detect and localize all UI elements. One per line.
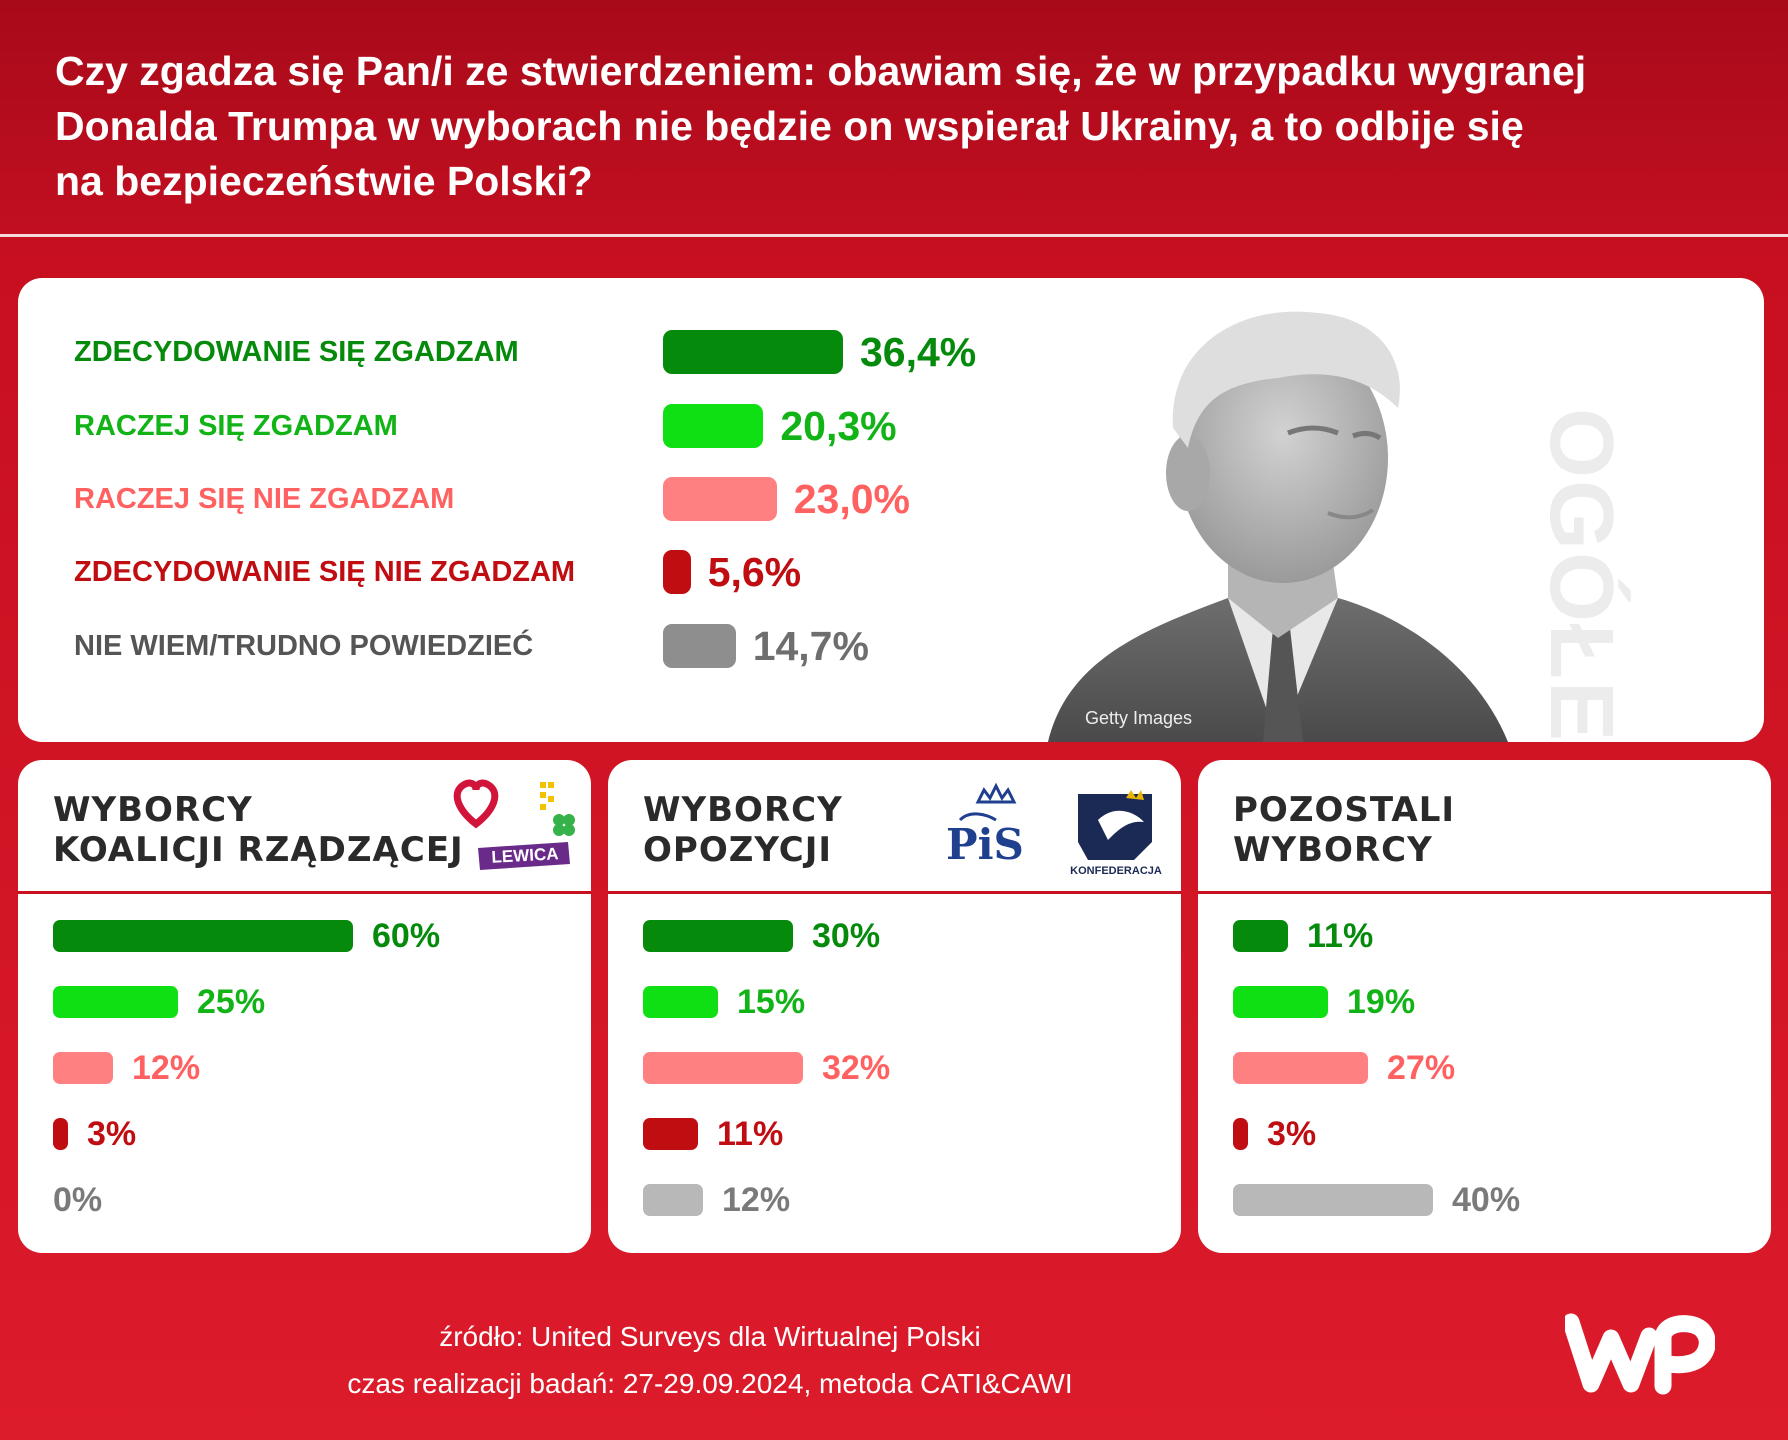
- panel-title-line-1: POZOSTALI: [1233, 790, 1456, 830]
- value-label: 40%: [1452, 1181, 1521, 1219]
- panel-title: POZOSTALI WYBORCY: [1233, 790, 1455, 870]
- bar: [663, 477, 777, 521]
- bar: [53, 1052, 113, 1084]
- bar: [663, 404, 764, 448]
- panel-divider: [1198, 891, 1771, 894]
- value-label: 3%: [87, 1115, 137, 1153]
- panel-koalicja: WYBORCY KOALICJI RZĄDZĄCEJ LEWICA 60% 25%…: [18, 760, 591, 1253]
- bar: [663, 624, 736, 668]
- overall-vertical-label: OGÓŁEM: [1531, 408, 1631, 742]
- bar: [1233, 920, 1288, 952]
- value-label: 3%: [1267, 1115, 1317, 1153]
- bar: [53, 1118, 68, 1150]
- panel-title-line-2: KOALICJI RZĄDZĄCEJ: [53, 830, 464, 870]
- bar: [1233, 1118, 1248, 1150]
- bar: [663, 550, 691, 594]
- panel-title-line-2: OPOZYCJI: [643, 830, 833, 870]
- opozycja-logos: PiS KONFEDERACJA: [938, 780, 1168, 885]
- value-label: 0%: [53, 1181, 103, 1219]
- bar: [643, 1184, 703, 1216]
- title-line-1: Czy zgadza się Pan/i ze stwierdzeniem: o…: [55, 48, 1587, 94]
- category-label: ZDECYDOWANIE SIĘ ZGADZAM: [74, 336, 519, 368]
- panel-opozycja: WYBORCY OPOZYCJI PiS KONFEDERACJA 30% 15%…: [608, 760, 1181, 1253]
- value-label: 23,0%: [793, 476, 910, 522]
- bar: [53, 986, 178, 1018]
- overall-panel: ZDECYDOWANIE SIĘ ZGADZAM 36,4% RACZEJ SIĘ …: [18, 278, 1764, 742]
- konfederacja-logo-text: KONFEDERACJA: [1070, 865, 1162, 877]
- value-label: 32%: [822, 1049, 891, 1087]
- value-label: 19%: [1347, 983, 1416, 1021]
- header: Czy zgadza się Pan/i ze stwierdzeniem: o…: [0, 0, 1788, 234]
- value-label: 27%: [1387, 1049, 1456, 1087]
- eagle-icon: [958, 782, 1152, 860]
- panel-title-line-1: WYBORCY: [53, 790, 253, 830]
- value-label: 60%: [372, 917, 441, 955]
- value-label: 25%: [197, 983, 266, 1021]
- category-label: NIE WIEM/TRUDNO POWIEDZIEĆ: [74, 630, 534, 662]
- value-label: 12%: [132, 1049, 201, 1087]
- bar: [663, 330, 843, 374]
- title-line-2: Donalda Trumpa w wyborach nie będzie on …: [55, 103, 1524, 149]
- bar: [643, 1118, 698, 1150]
- value-label: 20,3%: [780, 403, 897, 449]
- footer: źródło: United Surveys dla Wirtualnej Po…: [0, 1313, 1420, 1407]
- panel-title-line-2: WYBORCY: [1233, 830, 1433, 870]
- title-line-3: na bezpieczeństwie Polski?: [55, 158, 593, 204]
- category-label: RACZEJ SIĘ ZGADZAM: [74, 410, 398, 442]
- bar: [643, 986, 718, 1018]
- bar: [1233, 1052, 1368, 1084]
- portrait-image: [1048, 311, 1508, 742]
- bar: [53, 920, 353, 952]
- bar: [643, 920, 793, 952]
- value-label: 14,7%: [752, 623, 869, 669]
- bar: [1233, 986, 1328, 1018]
- bar: [643, 1052, 803, 1084]
- value-label: 5,6%: [707, 549, 802, 595]
- value-label: 30%: [812, 917, 881, 955]
- header-divider: [0, 234, 1788, 237]
- page-title: Czy zgadza się Pan/i ze stwierdzeniem: o…: [55, 44, 1695, 209]
- bar: [1233, 1184, 1433, 1216]
- panel-pozostali: POZOSTALI WYBORCY 11% 19% 27% 3% 40%: [1198, 760, 1771, 1253]
- panel-divider: [608, 891, 1181, 894]
- value-label: 11%: [1307, 917, 1374, 955]
- value-label: 11%: [717, 1115, 784, 1153]
- category-label: ZDECYDOWANIE SIĘ NIE ZGADZAM: [74, 556, 576, 588]
- footer-method: czas realizacji badań: 27-29.09.2024, me…: [347, 1368, 1073, 1399]
- panel-title: WYBORCY OPOZYCJI: [643, 790, 843, 870]
- photo-credit: Getty Images: [1085, 708, 1193, 728]
- category-label: RACZEJ SIĘ NIE ZGADZAM: [74, 483, 455, 515]
- value-label: 36,4%: [860, 329, 977, 375]
- koalicja-logos: LEWICA: [448, 774, 578, 884]
- value-label: 12%: [722, 1181, 791, 1219]
- panel-title-line-1: WYBORCY: [643, 790, 843, 830]
- value-label: 15%: [737, 983, 806, 1021]
- panel-title: WYBORCY KOALICJI RZĄDZĄCEJ: [53, 790, 464, 870]
- pis-logo-text: PiS: [946, 820, 1024, 869]
- heart-icon: [453, 779, 575, 870]
- panel-divider: [18, 891, 591, 894]
- footer-source: źródło: United Surveys dla Wirtualnej Po…: [439, 1321, 981, 1352]
- wp-logo-icon: [1565, 1313, 1715, 1395]
